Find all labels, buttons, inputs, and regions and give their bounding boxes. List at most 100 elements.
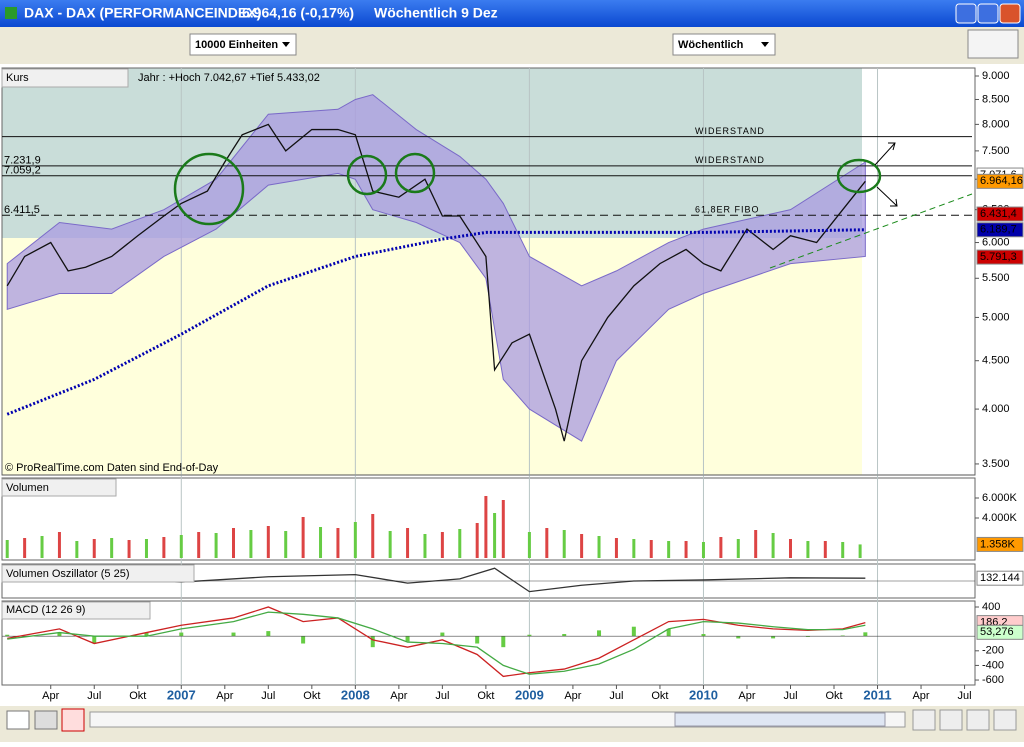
y-tick-label: 3.500 — [982, 458, 1010, 470]
minimize-button[interactable] — [955, 3, 977, 24]
dropdown-arrow — [282, 42, 290, 47]
y-tick-label: -400 — [982, 659, 1004, 671]
y-tick-label: 7.500 — [982, 145, 1010, 157]
arrow-down — [876, 186, 898, 207]
bar — [806, 541, 810, 558]
panel-title: Volumen Oszillator (5 25) — [6, 568, 130, 580]
series-line — [6, 123, 866, 442]
bar — [57, 632, 62, 637]
panel-title: Kurs — [6, 72, 29, 84]
x-tick-label: Jul — [609, 690, 623, 702]
bar — [631, 626, 636, 637]
value-tag — [976, 624, 1024, 640]
dropdown-arrow — [761, 42, 769, 47]
bar — [5, 540, 9, 558]
interval-dropdown[interactable] — [672, 33, 776, 56]
bar — [284, 531, 288, 558]
scroll-thumb[interactable] — [674, 712, 886, 727]
app-icon — [5, 7, 17, 19]
x-tick-label: Apr — [912, 690, 929, 702]
value-tag-label: 5.791,3 — [980, 251, 1017, 263]
y-tick-label: 8.000 — [982, 118, 1010, 130]
chart-layer: Apr Jul Okt 2007 Apr Jul Okt 2008 Apr Jul Okt 2009 A… — [2, 68, 1024, 702]
zoom-button[interactable] — [939, 709, 963, 731]
bar — [232, 528, 236, 558]
y-tick-label: 8.500 — [982, 93, 1010, 105]
bar — [231, 632, 236, 637]
print-button[interactable] — [34, 710, 58, 730]
x-tick-label: Okt — [825, 690, 842, 702]
x-tick-label: 2011 — [863, 687, 891, 702]
mail-button[interactable] — [6, 710, 30, 730]
bar — [684, 541, 688, 558]
zoom-out-button[interactable] — [966, 709, 990, 731]
window-period: Wöchentlich 9 Dez — [374, 5, 498, 21]
bar — [110, 538, 114, 558]
bar — [406, 528, 410, 558]
x-tick-label: Apr — [42, 690, 59, 702]
units-dropdown[interactable] — [189, 33, 297, 56]
x-tick-label: 2008 — [341, 687, 370, 702]
bar — [40, 536, 44, 558]
y-tick-label: 6.000 — [982, 236, 1010, 248]
bar — [266, 631, 271, 637]
maximize-button[interactable] — [977, 3, 999, 24]
tool-button[interactable] — [912, 709, 936, 731]
y-tick-label: -600 — [982, 674, 1004, 686]
bar — [701, 542, 705, 558]
y-tick-label: 4.000K — [982, 512, 1018, 524]
delete-button[interactable] — [61, 708, 85, 732]
y-tick-label: 4.500 — [982, 355, 1010, 367]
bar — [249, 530, 253, 558]
circle-mark — [346, 154, 388, 196]
value-tag — [976, 249, 1024, 265]
bar — [823, 541, 827, 558]
bar — [484, 496, 488, 558]
bar — [23, 538, 27, 558]
close-button[interactable] — [999, 3, 1021, 24]
y-tick-label: 6.000K — [982, 492, 1018, 504]
x-tick-label: Apr — [738, 690, 755, 702]
bar — [614, 538, 618, 558]
value-tag-label: 132.144 — [980, 572, 1020, 584]
bar — [144, 632, 149, 637]
panel-header — [1, 478, 117, 497]
copyright: © ProRealTime.com Daten sind End-of-Day — [5, 462, 219, 474]
bar — [840, 635, 845, 637]
bar — [666, 628, 671, 637]
bar — [475, 523, 479, 558]
bar — [493, 513, 497, 558]
bar — [336, 528, 340, 558]
y-tick-label: 5.500 — [982, 272, 1010, 284]
zoom-in-button[interactable] — [993, 709, 1017, 731]
x-tick-label: Jul — [783, 690, 797, 702]
bar — [179, 632, 184, 637]
x-tick-label: Okt — [477, 690, 494, 702]
bar — [353, 522, 357, 558]
bar — [319, 527, 323, 558]
bar — [127, 540, 131, 558]
bar — [423, 534, 427, 558]
bar — [301, 636, 306, 644]
x-tick-label: Apr — [216, 690, 233, 702]
x-tick-label: Okt — [303, 690, 320, 702]
bar — [736, 636, 741, 639]
chart-tool-button[interactable] — [967, 29, 1019, 59]
bar — [701, 634, 706, 637]
y-tick-label: -200 — [982, 645, 1004, 657]
value-tag — [976, 206, 1024, 222]
bar — [75, 541, 79, 558]
panel-subtitle: Jahr : +Hoch 7.042,67 +Tief 5.433,02 — [138, 72, 320, 84]
bar — [858, 544, 862, 558]
bar — [562, 530, 566, 558]
bar — [597, 536, 601, 558]
y-tick-label: 5.000 — [982, 311, 1010, 323]
bar — [475, 636, 480, 644]
level-text: 61,8ER FIBO — [695, 205, 760, 215]
bar — [501, 500, 505, 558]
value-tag-label: 6.431,4 — [980, 208, 1017, 220]
value-tag — [976, 570, 1024, 586]
level-label: 7.059,2 — [4, 165, 41, 177]
macd-panel — [1, 600, 976, 686]
